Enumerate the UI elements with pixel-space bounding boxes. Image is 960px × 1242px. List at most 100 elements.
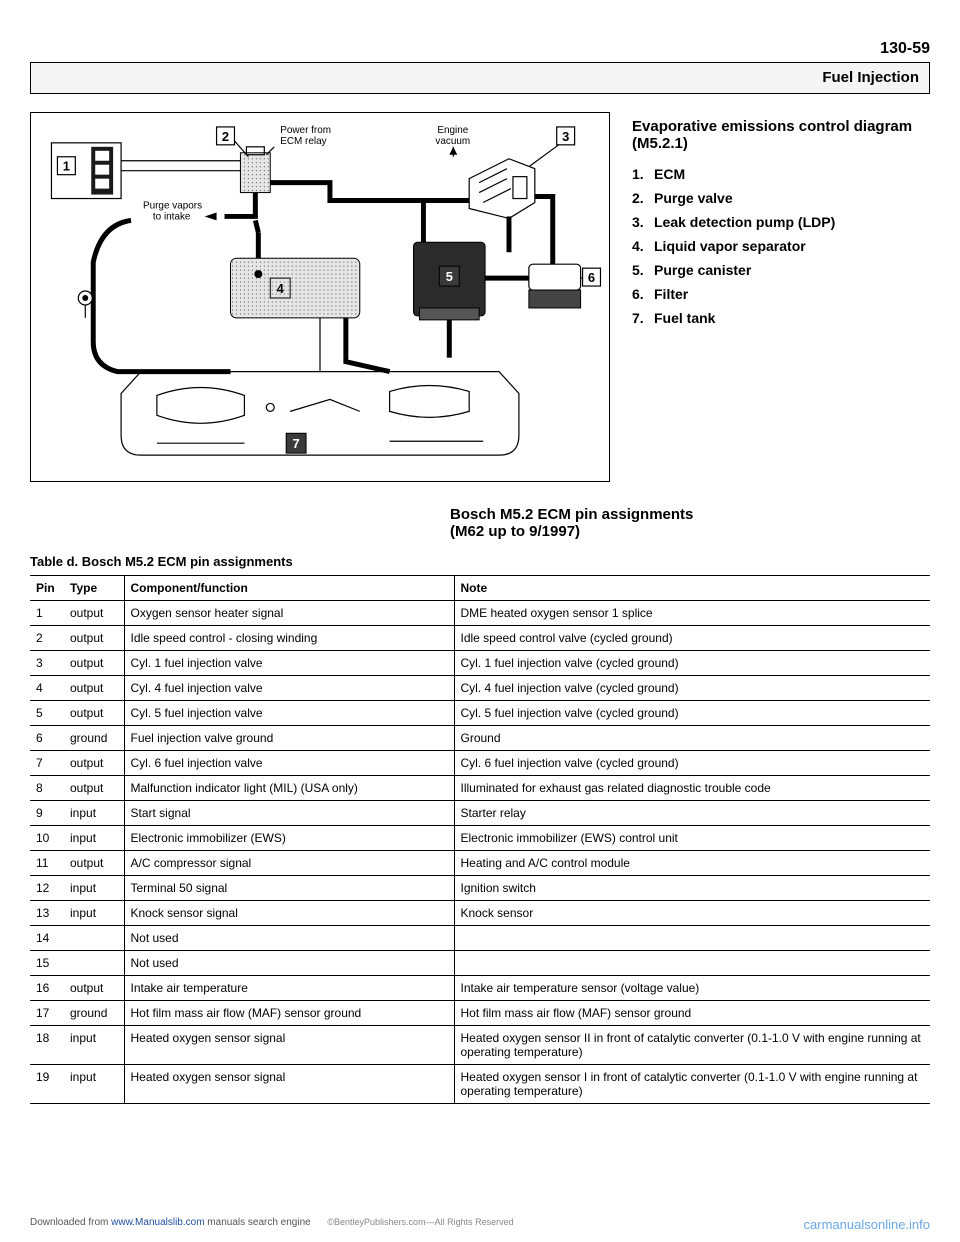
table-cell: Electronic immobilizer (EWS) control uni… (454, 826, 930, 851)
evap-diagram: Power from ECM relay Engine vacuum Purge… (30, 112, 610, 482)
table-row: 3outputCyl. 1 fuel injection valveCyl. 1… (30, 651, 930, 676)
legend-num: 7. (632, 310, 654, 326)
legend-label: Purge canister (654, 262, 751, 278)
evap-diagram-title: Evaporative emissions control diagram (M… (632, 118, 930, 152)
table-cell (64, 926, 124, 951)
table-cell: 12 (30, 876, 64, 901)
table-row: 6groundFuel injection valve groundGround (30, 726, 930, 751)
svg-text:Purge vapors: Purge vapors (143, 200, 202, 211)
table-cell: 15 (30, 951, 64, 976)
svg-text:4: 4 (277, 281, 285, 296)
bosch-heading: Bosch M5.2 ECM pin assignments (M62 up t… (450, 506, 930, 540)
svg-text:vacuum: vacuum (435, 136, 470, 147)
svg-text:6: 6 (588, 270, 595, 285)
table-cell: ground (64, 1001, 124, 1026)
table-cell: Heated oxygen sensor I in front of catal… (454, 1065, 930, 1104)
table-cell: 8 (30, 776, 64, 801)
table-row: 2outputIdle speed control - closing wind… (30, 626, 930, 651)
table-cell: 14 (30, 926, 64, 951)
table-row: 16outputIntake air temperatureIntake air… (30, 976, 930, 1001)
legend-label: Leak detection pump (LDP) (654, 214, 835, 230)
table-cell: 9 (30, 801, 64, 826)
table-cell: Intake air temperature sensor (voltage v… (454, 976, 930, 1001)
legend-label: Purge valve (654, 190, 733, 206)
table-cell: input (64, 901, 124, 926)
table-cell: Cyl. 5 fuel injection valve (124, 701, 454, 726)
table-cell (64, 951, 124, 976)
table-cell: Heated oxygen sensor signal (124, 1065, 454, 1104)
table-row: 12inputTerminal 50 signalIgnition switch (30, 876, 930, 901)
table-cell: output (64, 851, 124, 876)
table-cell: output (64, 651, 124, 676)
footer-left-1: Downloaded from (30, 1217, 111, 1228)
page-number: 130-59 (880, 40, 930, 57)
footer-link[interactable]: www.Manualslib.com (111, 1217, 204, 1228)
legend-num: 5. (632, 262, 654, 278)
legend-num: 4. (632, 238, 654, 254)
legend-label: Filter (654, 286, 688, 302)
table-cell: Ignition switch (454, 876, 930, 901)
table-row: 9inputStart signalStarter relay (30, 801, 930, 826)
table-cell: 16 (30, 976, 64, 1001)
footer-right[interactable]: carmanualsonline.info (804, 1217, 930, 1232)
section-title-bar: Fuel Injection (30, 62, 930, 94)
table-cell: output (64, 776, 124, 801)
svg-text:ECM relay: ECM relay (280, 136, 326, 147)
table-row: 15 Not used (30, 951, 930, 976)
table-cell: input (64, 1026, 124, 1065)
table-cell: input (64, 826, 124, 851)
table-cell: input (64, 876, 124, 901)
table-cell: Terminal 50 signal (124, 876, 454, 901)
table-cell: Hot film mass air flow (MAF) sensor grou… (454, 1001, 930, 1026)
table-cell: Cyl. 5 fuel injection valve (cycled grou… (454, 701, 930, 726)
table-cell: 10 (30, 826, 64, 851)
table-cell: 19 (30, 1065, 64, 1104)
table-cell: output (64, 701, 124, 726)
table-row: 19inputHeated oxygen sensor signalHeated… (30, 1065, 930, 1104)
table-cell: Cyl. 6 fuel injection valve (124, 751, 454, 776)
table-cell: Ground (454, 726, 930, 751)
table-cell: 11 (30, 851, 64, 876)
table-cell: Hot film mass air flow (MAF) sensor grou… (124, 1001, 454, 1026)
legend-num: 1. (632, 166, 654, 182)
svg-text:Engine: Engine (437, 125, 468, 136)
table-cell: Cyl. 1 fuel injection valve (124, 651, 454, 676)
table-cell: output (64, 601, 124, 626)
table-cell: 5 (30, 701, 64, 726)
col-note: Note (454, 576, 930, 601)
page-footer: Downloaded from www.Manualslib.com manua… (30, 1217, 930, 1232)
section-title: Fuel Injection (822, 69, 919, 86)
table-cell: Cyl. 4 fuel injection valve (cycled grou… (454, 676, 930, 701)
svg-text:5: 5 (446, 269, 453, 284)
table-cell: Not used (124, 951, 454, 976)
table-cell: output (64, 976, 124, 1001)
table-cell (454, 951, 930, 976)
table-cell (454, 926, 930, 951)
table-cell: 1 (30, 601, 64, 626)
table-cell: Not used (124, 926, 454, 951)
col-type: Type (64, 576, 124, 601)
legend-label: Fuel tank (654, 310, 715, 326)
table-cell: Intake air temperature (124, 976, 454, 1001)
svg-text:to intake: to intake (153, 211, 191, 222)
table-row: 1outputOxygen sensor heater signalDME he… (30, 601, 930, 626)
table-cell: DME heated oxygen sensor 1 splice (454, 601, 930, 626)
svg-text:7: 7 (293, 436, 300, 451)
table-cell: ground (64, 726, 124, 751)
table-cell: Illuminated for exhaust gas related diag… (454, 776, 930, 801)
table-cell: Cyl. 1 fuel injection valve (cycled grou… (454, 651, 930, 676)
table-cell: input (64, 1065, 124, 1104)
table-cell: Start signal (124, 801, 454, 826)
svg-text:Power from: Power from (280, 125, 331, 136)
table-cell: 7 (30, 751, 64, 776)
table-cell: Starter relay (454, 801, 930, 826)
footer-left-2: manuals search engine (205, 1217, 311, 1228)
table-cell: Malfunction indicator light (MIL) (USA o… (124, 776, 454, 801)
table-cell: 2 (30, 626, 64, 651)
table-cell: 18 (30, 1026, 64, 1065)
legend-num: 3. (632, 214, 654, 230)
table-row: 10inputElectronic immobilizer (EWS)Elect… (30, 826, 930, 851)
table-cell: input (64, 801, 124, 826)
table-row: 18inputHeated oxygen sensor signalHeated… (30, 1026, 930, 1065)
table-row: 17groundHot film mass air flow (MAF) sen… (30, 1001, 930, 1026)
